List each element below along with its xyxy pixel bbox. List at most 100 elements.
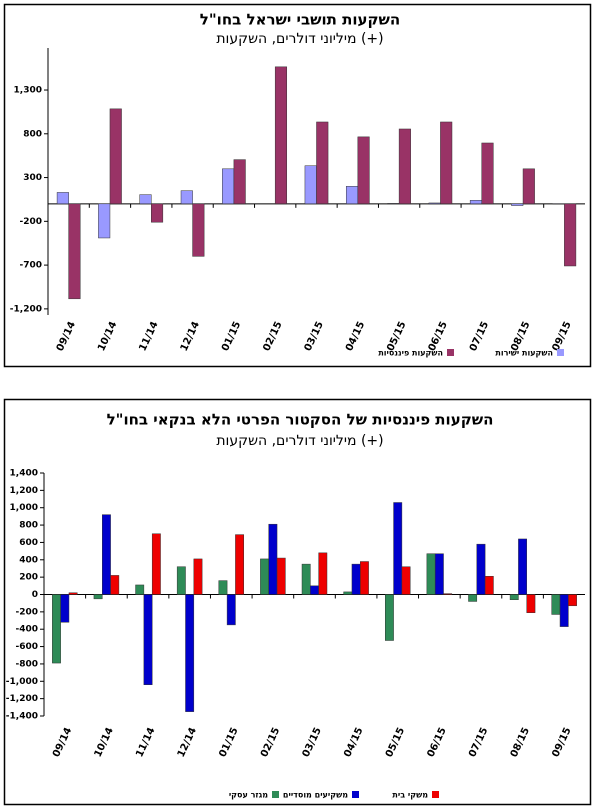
- bar: [469, 200, 482, 205]
- bar: [476, 543, 486, 595]
- bar: [468, 594, 478, 602]
- chart-title: השקעות תושבי ישראל בחו"ל: [200, 11, 400, 29]
- legend-label: מגזר עסקי: [229, 791, 268, 800]
- bar: [110, 575, 120, 595]
- y-tick-label: 400: [19, 555, 38, 565]
- legend-swatch: [352, 791, 359, 798]
- bar: [426, 553, 436, 595]
- y-tick-label: 0: [32, 590, 38, 600]
- bar: [551, 594, 561, 615]
- y-tick-label: -800: [15, 659, 38, 669]
- legend-label: משקי בית: [392, 791, 428, 800]
- bar: [226, 594, 236, 626]
- y-tick-label: 200: [19, 573, 38, 583]
- bar: [316, 121, 329, 205]
- bar: [274, 66, 288, 205]
- y-tick-label: -200: [15, 607, 38, 617]
- bar: [68, 203, 81, 300]
- bar: [443, 593, 453, 595]
- bar: [60, 594, 70, 623]
- y-tick-label: 800: [19, 521, 38, 531]
- bar: [310, 585, 319, 595]
- chart-frame: [3, 398, 592, 806]
- bar: [218, 580, 228, 595]
- bar: [559, 594, 569, 627]
- bar: [526, 594, 536, 613]
- bar: [301, 563, 311, 595]
- bar: [518, 538, 527, 595]
- bar: [522, 168, 535, 205]
- bar: [304, 165, 317, 205]
- legend-label: השקעות ישירות: [495, 349, 553, 358]
- bar: [143, 594, 153, 686]
- y-tick-label: -700: [19, 261, 42, 271]
- legend-swatch: [557, 349, 564, 356]
- chart-title: השקעות פיננסיות של הסקטור הפרטי הלא בנקא…: [107, 411, 494, 429]
- y-tick-label: -600: [15, 642, 38, 652]
- bar: [185, 594, 195, 712]
- bar: [135, 584, 145, 595]
- bar: [511, 203, 524, 206]
- y-tick-label: -1,200: [6, 694, 38, 704]
- y-tick-label: -400: [15, 625, 38, 635]
- legend-label: השקעות פיננסיות: [378, 349, 443, 358]
- legend-swatch: [432, 791, 439, 798]
- bar: [139, 194, 152, 205]
- chart-subtitle: מיליוני דולרים, השקעות (+): [216, 433, 383, 449]
- legend-swatch: [447, 349, 454, 356]
- bar: [343, 591, 353, 595]
- bar: [233, 159, 246, 205]
- bar: [180, 190, 193, 205]
- bar: [102, 514, 111, 595]
- bar: [393, 502, 403, 595]
- bar: [260, 558, 269, 595]
- bar: [509, 594, 519, 600]
- bar: [398, 128, 411, 205]
- y-tick-label: 1,200: [10, 486, 38, 496]
- bar: [360, 561, 369, 595]
- chart-frame: [3, 3, 592, 368]
- bar: [176, 566, 186, 595]
- y-tick-label: -1,200: [10, 304, 42, 314]
- bar: [318, 552, 328, 595]
- bar: [345, 186, 359, 205]
- bar: [151, 533, 161, 595]
- bar: [151, 203, 164, 223]
- chart-subtitle: מיליוני דולרים, השקעות (+): [216, 31, 383, 47]
- y-tick-label: 1,000: [10, 503, 38, 513]
- bar: [98, 203, 111, 239]
- y-tick-label: 600: [19, 538, 38, 548]
- bar: [440, 121, 453, 205]
- bar: [357, 136, 370, 205]
- y-tick-label: 1,300: [14, 86, 42, 96]
- y-tick-label: -1,400: [6, 712, 38, 722]
- bar: [351, 563, 361, 595]
- bar: [276, 557, 286, 595]
- bar: [428, 202, 441, 205]
- y-tick-label: -1,000: [6, 677, 38, 687]
- bar: [568, 594, 577, 607]
- y-tick-label: 800: [23, 129, 42, 139]
- y-tick-label: 1,400: [10, 469, 38, 479]
- legend-label: משקיעים מוסדיים: [283, 791, 348, 800]
- bar: [384, 594, 394, 641]
- bar: [222, 168, 235, 205]
- bar: [481, 142, 494, 205]
- bar: [68, 592, 78, 595]
- bar: [109, 108, 122, 205]
- bar: [192, 203, 205, 257]
- bar: [93, 594, 103, 600]
- bar: [235, 534, 245, 595]
- bar: [484, 576, 494, 595]
- bar: [401, 566, 411, 595]
- bar: [564, 203, 577, 267]
- bar: [56, 192, 69, 205]
- bar: [193, 558, 203, 595]
- y-tick-label: -200: [19, 217, 42, 227]
- legend-swatch: [272, 791, 279, 798]
- bar: [268, 523, 278, 595]
- bar: [434, 553, 444, 595]
- bar: [52, 594, 61, 664]
- y-tick-label: 300: [23, 173, 42, 183]
